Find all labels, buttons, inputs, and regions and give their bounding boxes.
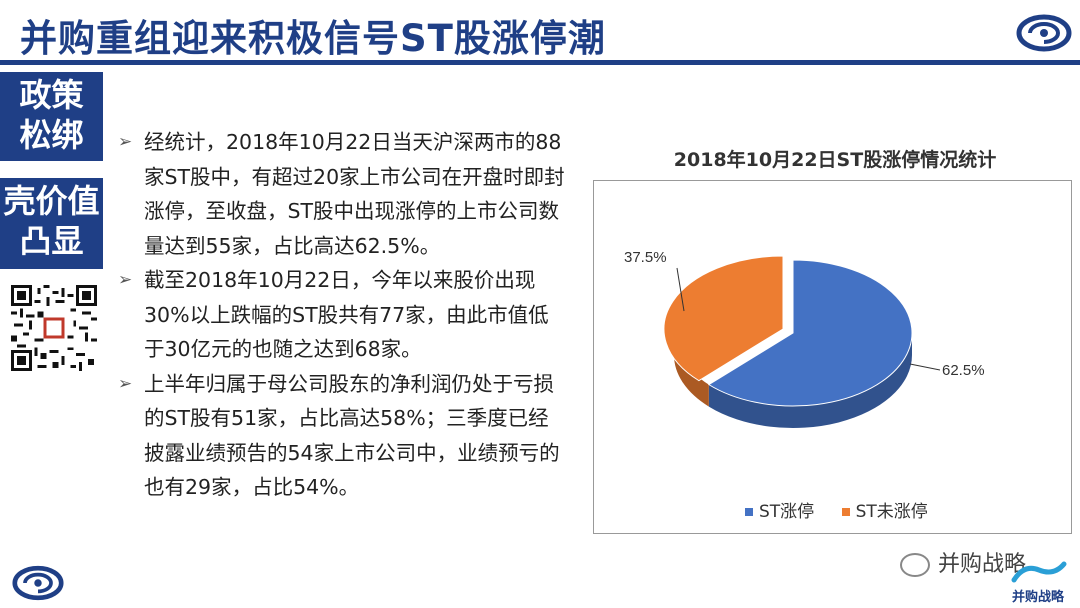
wechat-icon	[900, 553, 930, 577]
legend-label-limit-up: ST涨停	[759, 502, 815, 522]
bullet-item: ➢ 经统计，2018年10月22日当天沪深两市的88家ST股中，有超过20家上市公…	[118, 125, 568, 263]
bullet-item: ➢ 截至2018年10月22日，今年以来股价出现30%以上跌幅的ST股共有77家，…	[118, 263, 568, 367]
brand-logo-icon	[1016, 14, 1072, 52]
page-title: 并购重组迎来积极信号ST股涨停潮	[20, 17, 606, 60]
pie-slice-limit-up	[707, 259, 913, 407]
sidebar-tag-shell-line2: 凸显	[19, 222, 84, 260]
bullet-text: 上半年归属于母公司股东的净利润仍处于亏损的ST股有51家，占比高达58%；三季度…	[144, 371, 560, 500]
sidebar-tag-policy: 政策 松绑	[0, 72, 103, 161]
chart-legend: ST涨停 ST未涨停	[745, 497, 950, 522]
chevron-right-icon: ➢	[118, 373, 133, 394]
sidebar-tag-policy-line2: 松绑	[19, 116, 84, 154]
legend-item-not-limit-up: ST未涨停	[841, 502, 928, 522]
bullet-text: 截至2018年10月22日，今年以来股价出现30%以上跌幅的ST股共有77家，由…	[144, 268, 549, 361]
chevron-right-icon: ➢	[118, 132, 133, 152]
chart-frame	[593, 180, 1072, 534]
pie-chart: 62.5% 37.5%	[624, 249, 985, 428]
title-underline	[0, 60, 1080, 65]
sidebar-tag-policy-line1: 政策	[19, 76, 84, 114]
watermark: 并购战略	[900, 546, 1026, 578]
pie-slice-side-limit-up	[708, 333, 912, 428]
legend-swatch-not-limit-up	[841, 508, 850, 516]
legend-item-limit-up: ST涨停	[745, 502, 814, 522]
pie-slice-side-not-limit-up	[674, 333, 709, 407]
brand-wave-icon	[1011, 561, 1067, 583]
data-label-leader-not-limit-up	[676, 267, 685, 312]
brand-logo-bottom-icon	[12, 565, 64, 601]
sidebar-tag-shell-value: 壳价值 凸显	[0, 178, 103, 269]
sidebar-tag-shell-line1: 壳价值	[3, 182, 100, 220]
bullet-text: 经统计，2018年10月22日当天沪深两市的88家ST股中，有超过20家上市公司…	[144, 130, 565, 258]
data-label-limit-up: 62.5%	[942, 362, 985, 379]
brand-text: 并购战略	[1012, 590, 1065, 605]
data-label-leader-limit-up	[909, 363, 941, 371]
bullet-list: ➢ 经统计，2018年10月22日当天沪深两市的88家ST股中，有超过20家上市公…	[118, 125, 568, 505]
data-label-not-limit-up: 37.5%	[624, 249, 667, 266]
legend-label-not-limit-up: ST未涨停	[855, 502, 928, 522]
chart-title: 2018年10月22日ST股涨停情况统计	[673, 149, 997, 171]
bullet-item: ➢ 上半年归属于母公司股东的净利润仍处于亏损的ST股有51家，占比高达58%；三季…	[118, 367, 568, 505]
legend-swatch-limit-up	[745, 508, 753, 516]
watermark-text: 并购战略	[938, 552, 1027, 577]
chevron-right-icon: ➢	[118, 270, 133, 290]
qr-code	[11, 285, 97, 371]
pie-slice-not-limit-up	[663, 255, 784, 382]
